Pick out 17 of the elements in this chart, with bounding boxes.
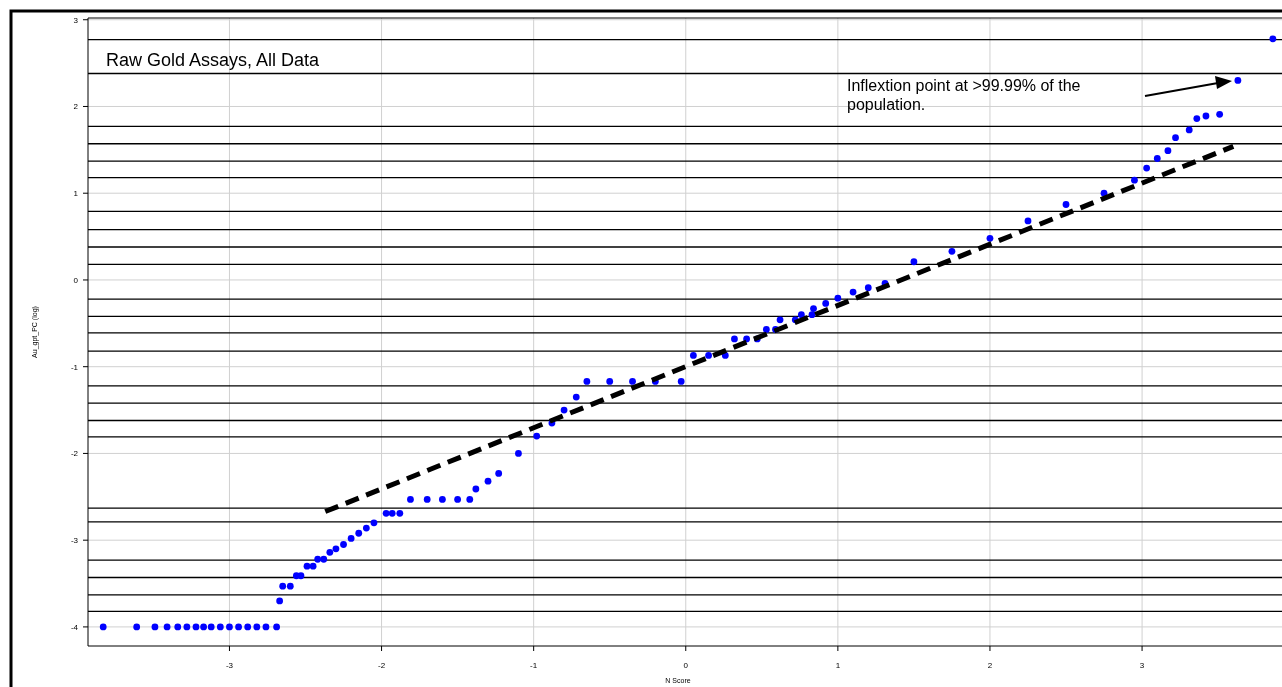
x-tick-label: -1 [530,661,538,670]
y-tick-label: 2 [73,102,79,112]
y-tick-label: 3 [73,15,79,25]
text: Raw Gold Assays, All Data [106,50,321,70]
annotation: Inflextion point at >99.99% of the population. [847,77,1081,113]
x-tick-label: 1 [835,661,841,670]
x-tick-label: -2 [377,661,386,670]
x-tick-label: -3 [225,661,234,670]
x-tick-label: 3 [1139,661,1145,670]
y-tick-label: 0 [73,275,79,285]
x-tick-label: 0 [683,661,689,670]
x-tick-label: 2 [987,661,993,670]
y-tick-label: -4 [70,622,79,632]
y-tick-label: -2 [70,449,79,459]
y-tick-label: -3 [70,536,79,546]
y-tick-label: -1 [70,362,79,372]
y-tick-label: 1 [73,189,79,199]
